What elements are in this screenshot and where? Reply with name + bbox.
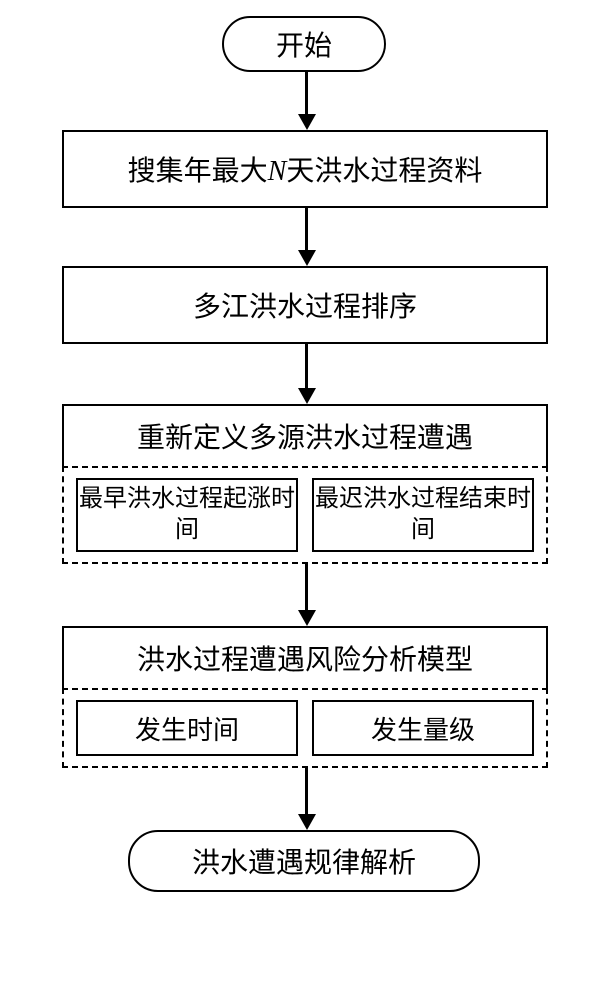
step4-label: 洪水过程遭遇风险分析模型 [137, 638, 473, 678]
arrow-4 [298, 564, 316, 626]
start-node: 开始 [222, 16, 386, 72]
flowchart-container: 开始 搜集年最大N天洪水过程资料 多江洪水过程排序 重新定义多源洪水过程遭遇 最… [0, 0, 613, 1000]
step4-sub-a-label: 发生时间 [135, 710, 239, 747]
step3-sub-container: 最早洪水过程起涨时间 最迟洪水过程结束时间 [62, 466, 548, 564]
arrow-5 [298, 768, 316, 830]
arrow-1 [298, 72, 316, 130]
step3-sub-b: 最迟洪水过程结束时间 [312, 478, 534, 552]
step2-label: 多江洪水过程排序 [193, 285, 417, 325]
step3-sub-a-label: 最早洪水过程起涨时间 [78, 484, 296, 546]
step1-label: 搜集年最大N天洪水过程资料 [128, 149, 483, 189]
step3-label: 重新定义多源洪水过程遭遇 [137, 416, 473, 456]
step3-node: 重新定义多源洪水过程遭遇 [62, 404, 548, 466]
step4-sub-b-label: 发生量级 [371, 710, 475, 747]
step4-sub-b: 发生量级 [312, 700, 534, 756]
start-label: 开始 [276, 24, 332, 64]
step3-sub-b-label: 最迟洪水过程结束时间 [314, 484, 532, 546]
step3-sub-a: 最早洪水过程起涨时间 [76, 478, 298, 552]
arrow-2 [298, 208, 316, 266]
step2-node: 多江洪水过程排序 [62, 266, 548, 344]
end-label: 洪水遭遇规律解析 [192, 841, 416, 881]
step1-node: 搜集年最大N天洪水过程资料 [62, 130, 548, 208]
end-node: 洪水遭遇规律解析 [128, 830, 480, 892]
step4-sub-a: 发生时间 [76, 700, 298, 756]
arrow-3 [298, 344, 316, 404]
step4-node: 洪水过程遭遇风险分析模型 [62, 626, 548, 688]
step4-sub-container: 发生时间 发生量级 [62, 688, 548, 768]
